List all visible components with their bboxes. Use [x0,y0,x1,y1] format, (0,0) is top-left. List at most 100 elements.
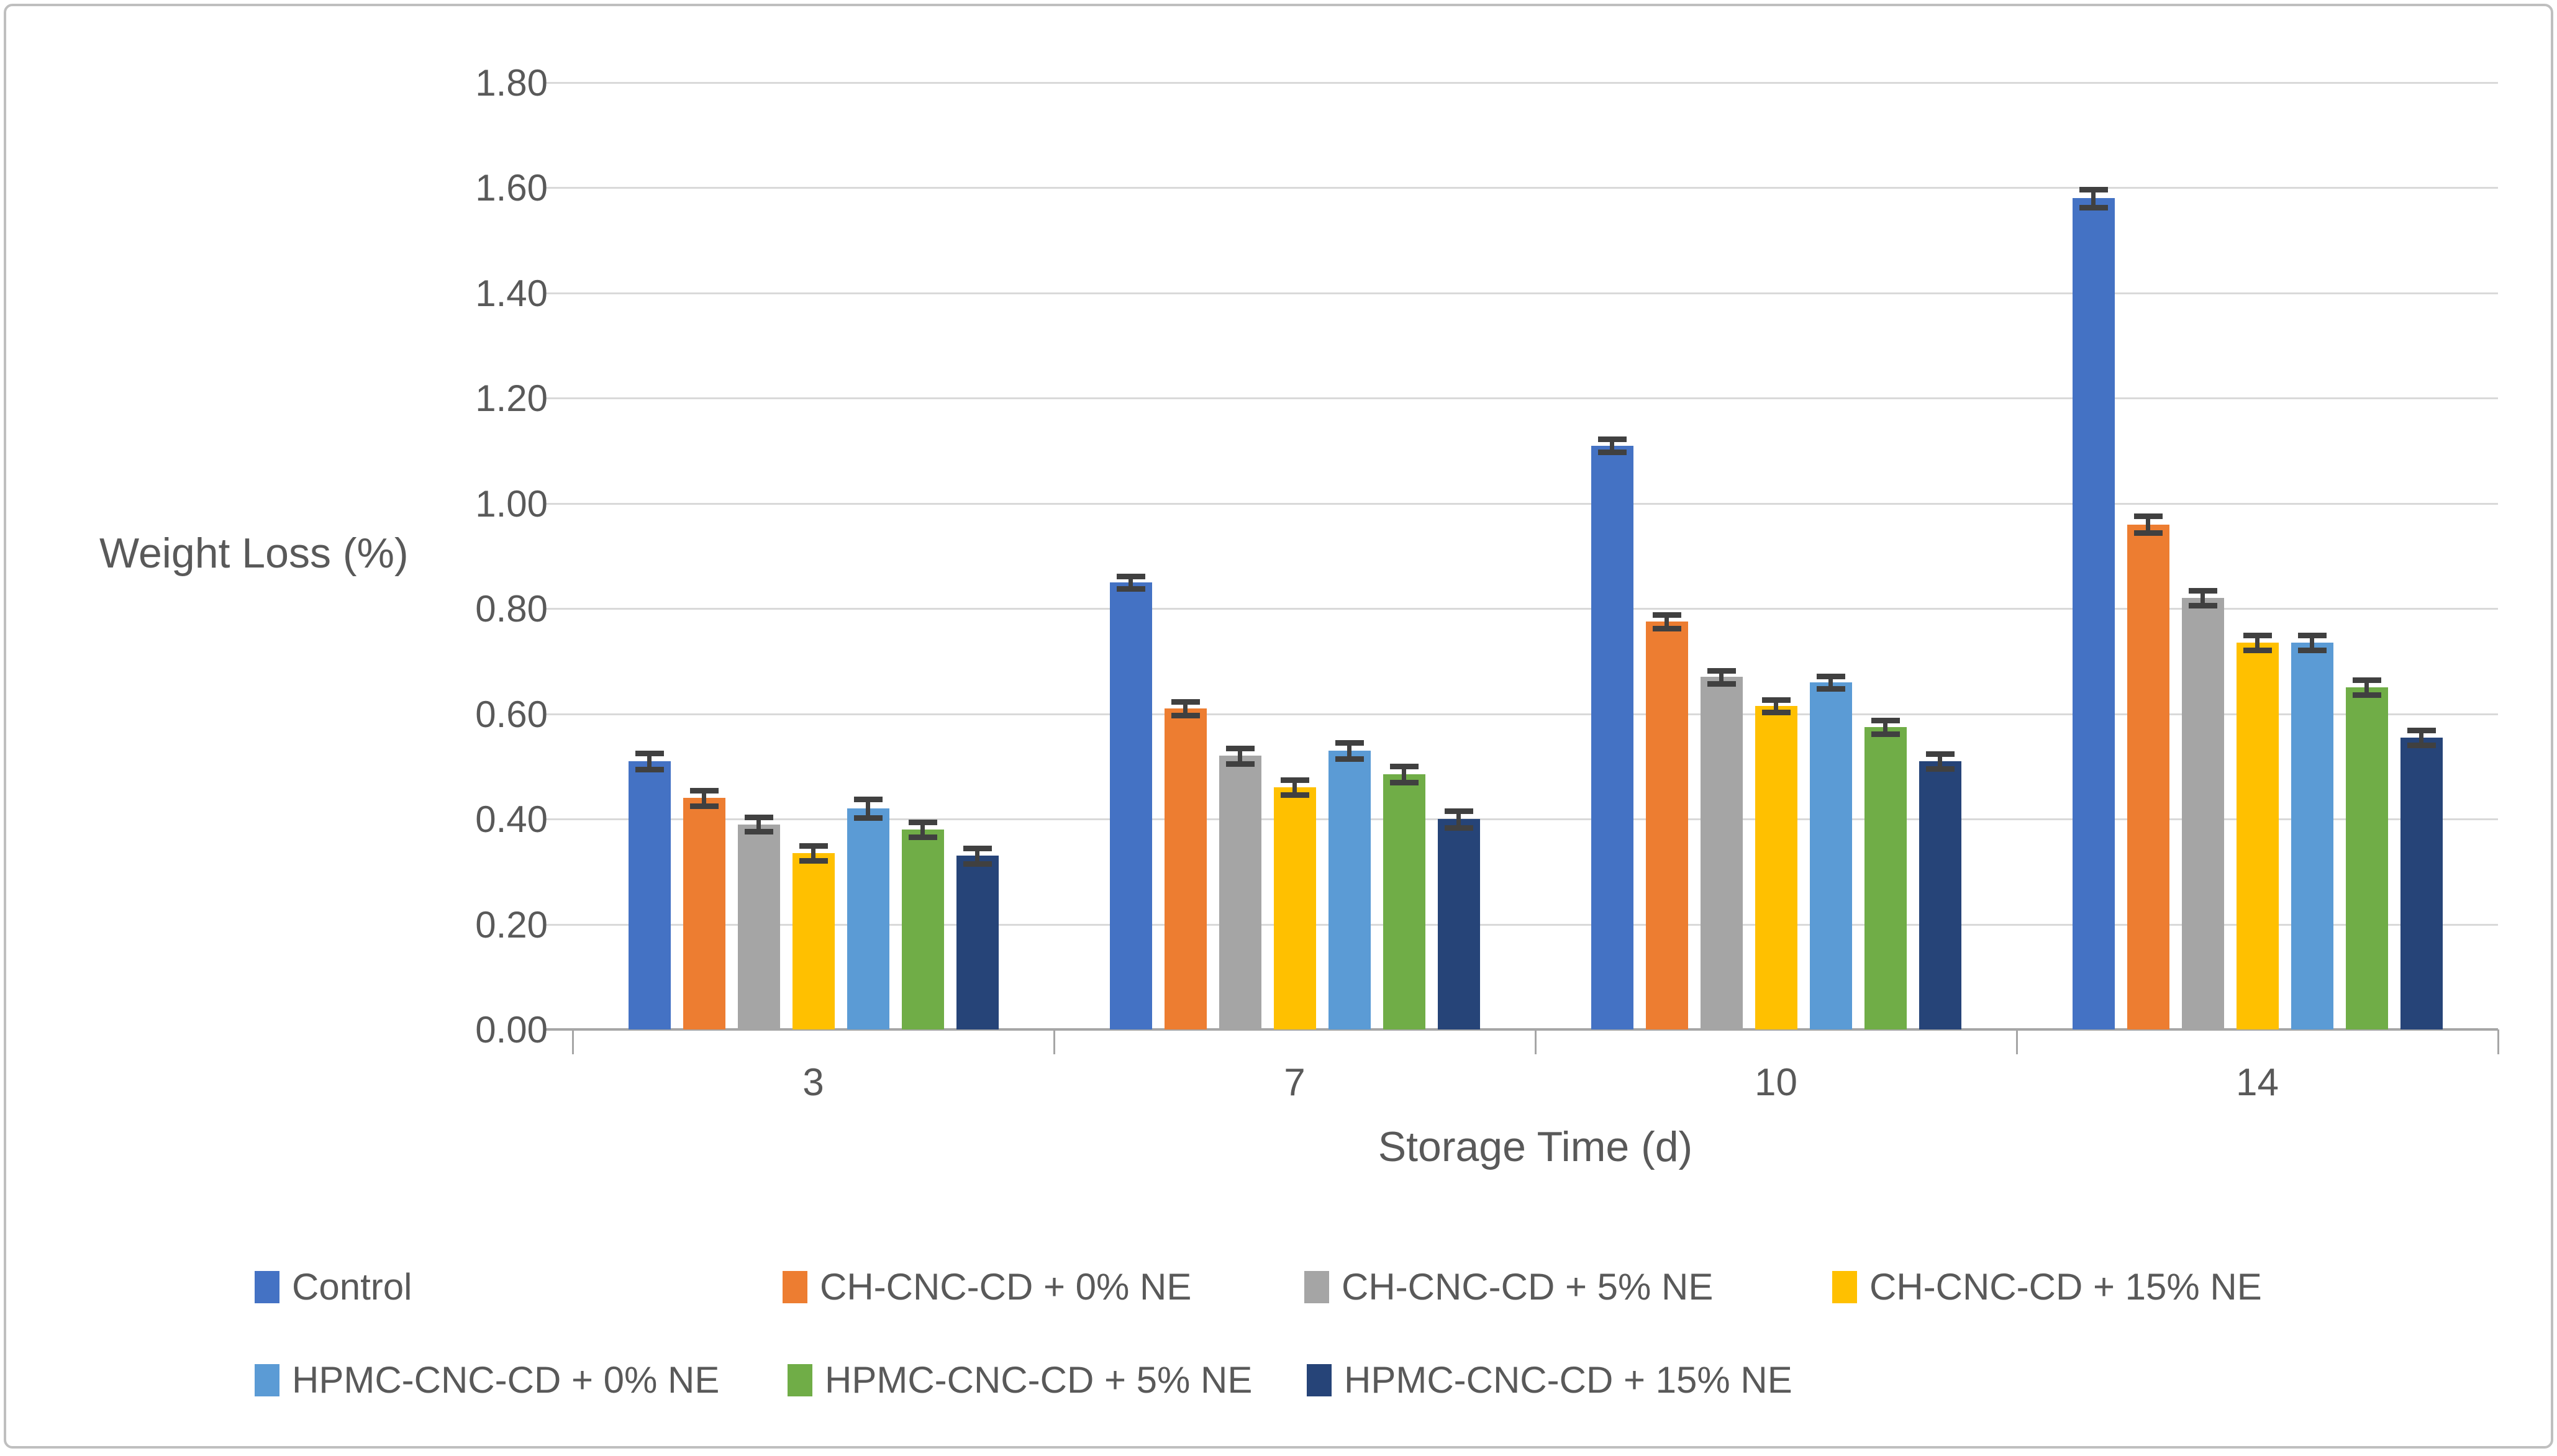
gridline [544,187,2498,189]
error-bar-line [702,790,706,806]
error-bar-cap-bottom [635,766,664,772]
bar-hpmc-cnc-cd-0-ne [1328,750,1371,1029]
error-bar-cap-top [689,787,719,794]
x-axis-boundary-tick [2016,1029,2018,1054]
error-bar-line [975,848,979,864]
y-tick-label: 0.60 [475,693,548,735]
legend-swatch [1304,1270,1329,1303]
legend-item: HPMC-CNC-CD + 15% NE [1307,1359,1792,1401]
y-tick-label: 1.60 [475,167,548,209]
error-bar-cap-top [2407,727,2436,733]
legend-label: CH-CNC-CD + 5% NE [1342,1266,1714,1308]
bar-hpmc-cnc-cd-0-ne [1809,682,1852,1029]
error-bar-line [920,822,925,837]
x-tick-label: 7 [1284,1061,1306,1104]
error-bar-cap-top [2352,677,2381,684]
error-bar-cap-bottom [1597,449,1627,455]
error-bar-cap-bottom [2133,530,2163,536]
error-bar-line [2419,730,2423,745]
bar-hpmc-cnc-cd-15-ne [2400,737,2443,1029]
error-bar-cap-bottom [2352,692,2381,699]
legend-swatch [255,1363,279,1396]
weight-loss-bar-chart: 0.00 0.20 0.40 0.60 0.80 1.00 1.20 1.40 1.60 1.80… [4,4,2553,1449]
error-bar-cap-bottom [2297,648,2327,654]
error-bar-line [866,798,870,818]
gridlines-layer [6,6,2551,1446]
legend-item: Control [255,1265,412,1308]
error-bar-cap-top [1116,573,1145,579]
error-bar-cap-bottom [1761,710,1791,716]
x-axis-boundary-tick [572,1029,574,1054]
error-bar-cap-bottom [799,858,828,864]
error-bar-cap-top [1816,673,1845,679]
x-axis-boundary-tick [1535,1029,1537,1054]
bar-ch-cnc-cd-15-ne [2236,643,2279,1029]
error-bar-line [1347,743,1351,759]
error-bar-cap-bottom [1171,713,1200,719]
x-axis-boundary-tick [1053,1029,1055,1054]
error-bar-cap-bottom [2407,742,2436,748]
bars-layer [6,6,2551,1446]
legend-item: HPMC-CNC-CD + 0% NE [255,1359,719,1401]
error-bar-cap-top [1335,740,1364,746]
y-tick-label: 1.80 [475,62,548,104]
error-bar-cap-top [1225,745,1255,751]
legend-swatch [255,1270,279,1303]
error-bar-cap-bottom [1444,825,1473,831]
x-tick-label: 14 [2236,1061,2279,1104]
error-bar-line [2310,635,2314,651]
x-axis-title: Storage Time (d) [1378,1123,1693,1170]
error-bar-cap-bottom [908,834,937,840]
error-bar-line [647,753,652,769]
error-bar-cap-bottom [1335,756,1364,762]
bar-ch-cnc-cd-15-ne [1755,705,1797,1029]
error-bar-cap-top [1597,436,1627,443]
error-bar-line [2146,516,2150,533]
error-bar-cap-top [635,751,664,757]
y-tick-label: 0.00 [475,1009,548,1051]
error-bar-cap-top [1707,668,1736,674]
error-bar-line [1292,780,1297,795]
error-bar-line [1828,676,1833,689]
bar-ch-cnc-cd-15-ne [792,853,835,1029]
error-bar-cap-top [963,845,992,851]
y-axis-title: Weight Loss (%) [99,530,409,577]
bar-hpmc-cnc-cd-5-ne [1383,774,1425,1029]
bar-ch-cnc-cd-5-ne [1219,756,1261,1029]
bar-ch-cnc-cd-15-ne [1273,787,1316,1029]
bar-hpmc-cnc-cd-0-ne [847,808,889,1029]
legend-label: HPMC-CNC-CD + 15% NE [1344,1359,1792,1401]
error-bar-cap-bottom [1389,779,1419,785]
error-bar-cap-top [1652,612,1681,618]
bar-ch-cnc-cd-5-ne [737,824,780,1029]
error-bar-cap-bottom [1816,686,1845,692]
x-axis-line [544,1028,2498,1031]
legend-label: Control [292,1266,412,1308]
error-bar-cap-top [2079,186,2108,192]
error-bar-cap-bottom [963,861,992,867]
bar-hpmc-cnc-cd-5-ne [2345,687,2388,1029]
bar-ch-cnc-cd-5-ne [2181,598,2224,1029]
bar-ch-cnc-cd-0-ne [1645,622,1688,1029]
error-bar-cap-top [2133,513,2163,520]
error-bar-cap-top [1871,717,1900,723]
bar-hpmc-cnc-cd-15-ne [1919,761,1961,1029]
legend-swatch [788,1363,812,1396]
error-bar-line [811,846,815,861]
legend-swatch [783,1270,807,1303]
error-bar-cap-bottom [853,815,883,821]
gridline [544,818,2498,821]
x-axis-tick-labels: 3 7 10 14 [6,6,2551,1446]
y-tick-label: 0.40 [475,798,548,841]
legend-label: HPMC-CNC-CD + 0% NE [292,1359,720,1401]
x-tick-label: 10 [1755,1061,1797,1104]
error-bar-cap-bottom [2243,648,2272,654]
y-tick-label: 0.20 [475,903,548,946]
error-bar-cap-top [2243,633,2272,639]
bar-hpmc-cnc-cd-15-ne [1437,819,1480,1029]
error-bar-cap-bottom [2079,204,2108,210]
error-bar-line [1610,439,1614,452]
gridline [544,82,2498,84]
bar-control [1109,582,1152,1029]
legend-item: CH-CNC-CD + 15% NE [1832,1265,2262,1308]
